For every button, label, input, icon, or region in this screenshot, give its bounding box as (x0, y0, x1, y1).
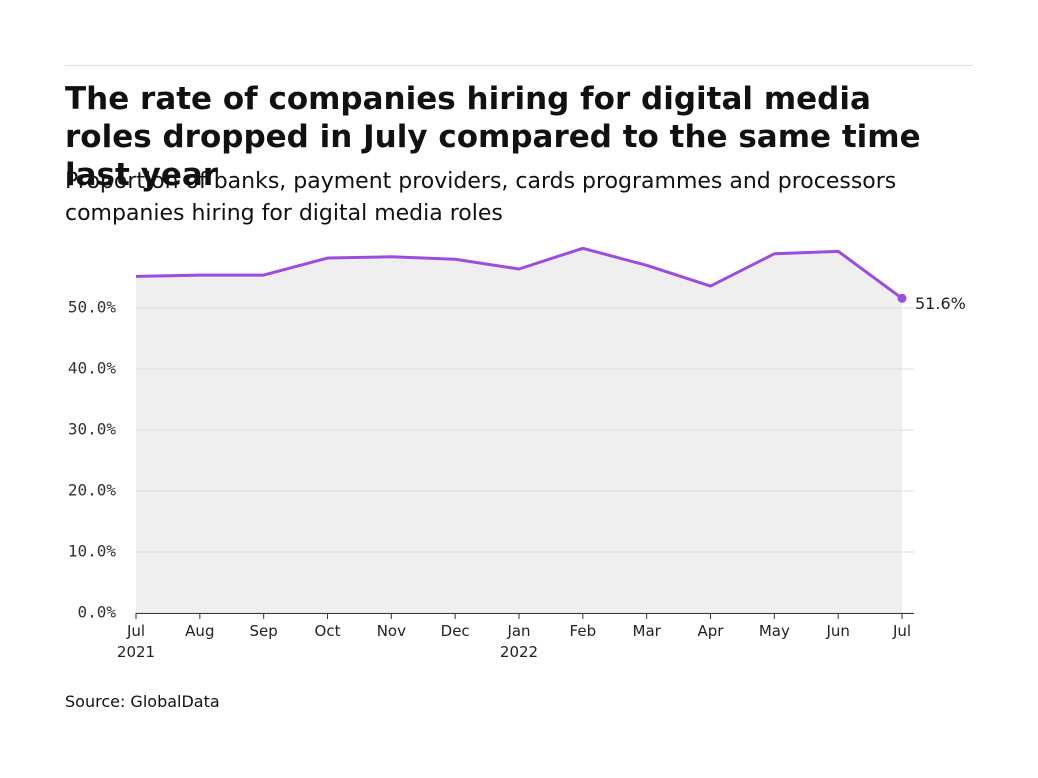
x-tick-label: Apr (697, 622, 724, 640)
x-tick-label: Feb (569, 622, 597, 640)
x-tick-label: Dec (440, 622, 470, 640)
x-tick-label: May (758, 622, 790, 640)
x-tick-label: Jul (892, 622, 912, 640)
x-tick-label: Sep (249, 622, 278, 640)
y-tick-label: 10.0% (68, 542, 117, 561)
y-tick-label: 40.0% (68, 359, 117, 378)
chart-title: The rate of companies hiring for digital… (65, 81, 921, 193)
value-label: 51.6% (915, 294, 966, 313)
end-point (897, 293, 907, 303)
y-tick-label: 0.0% (77, 603, 116, 622)
x-tick-label: Jan 2022 (499, 622, 539, 661)
x-tick-label: Mar (632, 622, 661, 640)
x-tick-label: Nov (376, 622, 406, 640)
y-tick-label: 30.0% (68, 420, 117, 439)
x-tick-label: Jun (826, 622, 850, 640)
line (135, 246, 903, 300)
y-tick-label: 20.0% (68, 481, 117, 500)
chart-subtitle: Proportion of banks, payment providers, … (65, 169, 897, 226)
x-tick-label: Jul 2021 (116, 622, 156, 661)
area (136, 248, 902, 614)
source: Source: GlobalData (65, 692, 220, 711)
y-tick-label: 50.0% (68, 298, 117, 317)
x-tick-label: Oct (314, 622, 341, 640)
x-tick-label: Aug (185, 622, 215, 640)
